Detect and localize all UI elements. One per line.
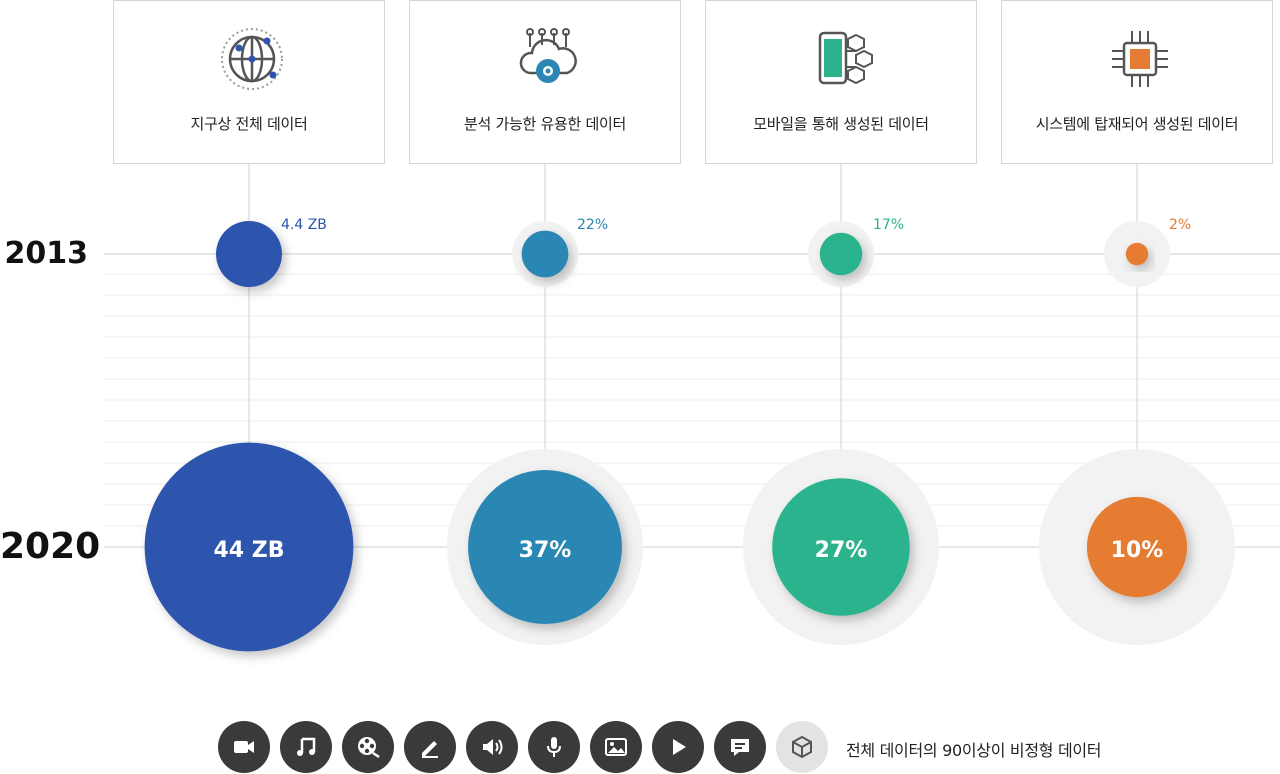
- category-label: 지구상 전체 데이터: [190, 115, 308, 133]
- bubble-2020: [144, 442, 354, 652]
- year-label-2020: 2020: [0, 526, 101, 567]
- category-label: 시스템에 탑재되어 생성된 데이터: [1035, 115, 1239, 133]
- cloud-gear-icon: [519, 28, 577, 83]
- cube-icon: [776, 721, 828, 773]
- speaker-icon: [466, 721, 518, 773]
- category-card-embedded: 시스템에 탑재되어 생성된 데이터: [1001, 0, 1273, 164]
- bubble-2020: [772, 478, 910, 616]
- value-label-2013: 2%: [1169, 217, 1191, 233]
- value-label-2020: 44 ZB: [214, 538, 285, 563]
- category-card-analyzable: 분석 가능한 유용한 데이터: [409, 0, 681, 164]
- bubble-2020: [468, 470, 622, 624]
- microphone-icon: [528, 721, 580, 773]
- image-icon: [590, 721, 642, 773]
- value-label-2020: 10%: [1111, 538, 1164, 563]
- pencil-icon: [404, 721, 456, 773]
- globe-network-icon: [221, 28, 283, 90]
- year-label-2013: 2013: [4, 236, 89, 271]
- value-label-2013: 17%: [873, 217, 904, 233]
- chat-icon: [714, 721, 766, 773]
- mobile-blocks-icon: [818, 31, 873, 85]
- category-label: 분석 가능한 유용한 데이터: [464, 115, 626, 133]
- category-card-total: 지구상 전체 데이터: [113, 0, 385, 164]
- value-label-2013: 22%: [577, 217, 608, 233]
- value-label-2020: 27%: [815, 538, 868, 563]
- category-card-mobile: 모바일을 통해 생성된 데이터: [705, 0, 977, 164]
- value-label-2020: 37%: [519, 538, 572, 563]
- bubble-2013: [521, 230, 569, 278]
- category-label: 모바일을 통해 생성된 데이터: [753, 115, 929, 133]
- bubble-2013: [819, 232, 863, 276]
- music-note-icon: [280, 721, 332, 773]
- film-reel-icon: [342, 721, 394, 773]
- bubble-2013: [1125, 242, 1149, 266]
- play-icon: [652, 721, 704, 773]
- value-label-2013: 4.4 ZB: [281, 217, 327, 233]
- video-camera-icon: [218, 721, 270, 773]
- bubble-2013: [216, 221, 282, 287]
- bubble-chart: 4.4 ZB 44 ZB 22% 37% 17% 27% 2% 10%: [104, 164, 1280, 652]
- unstructured-data-icons: [218, 721, 828, 773]
- footnote: 전체 데이터의 90이상이 비정형 데이터: [846, 741, 1102, 760]
- bubble-2020: [1086, 496, 1188, 598]
- chip-icon: [1112, 31, 1168, 87]
